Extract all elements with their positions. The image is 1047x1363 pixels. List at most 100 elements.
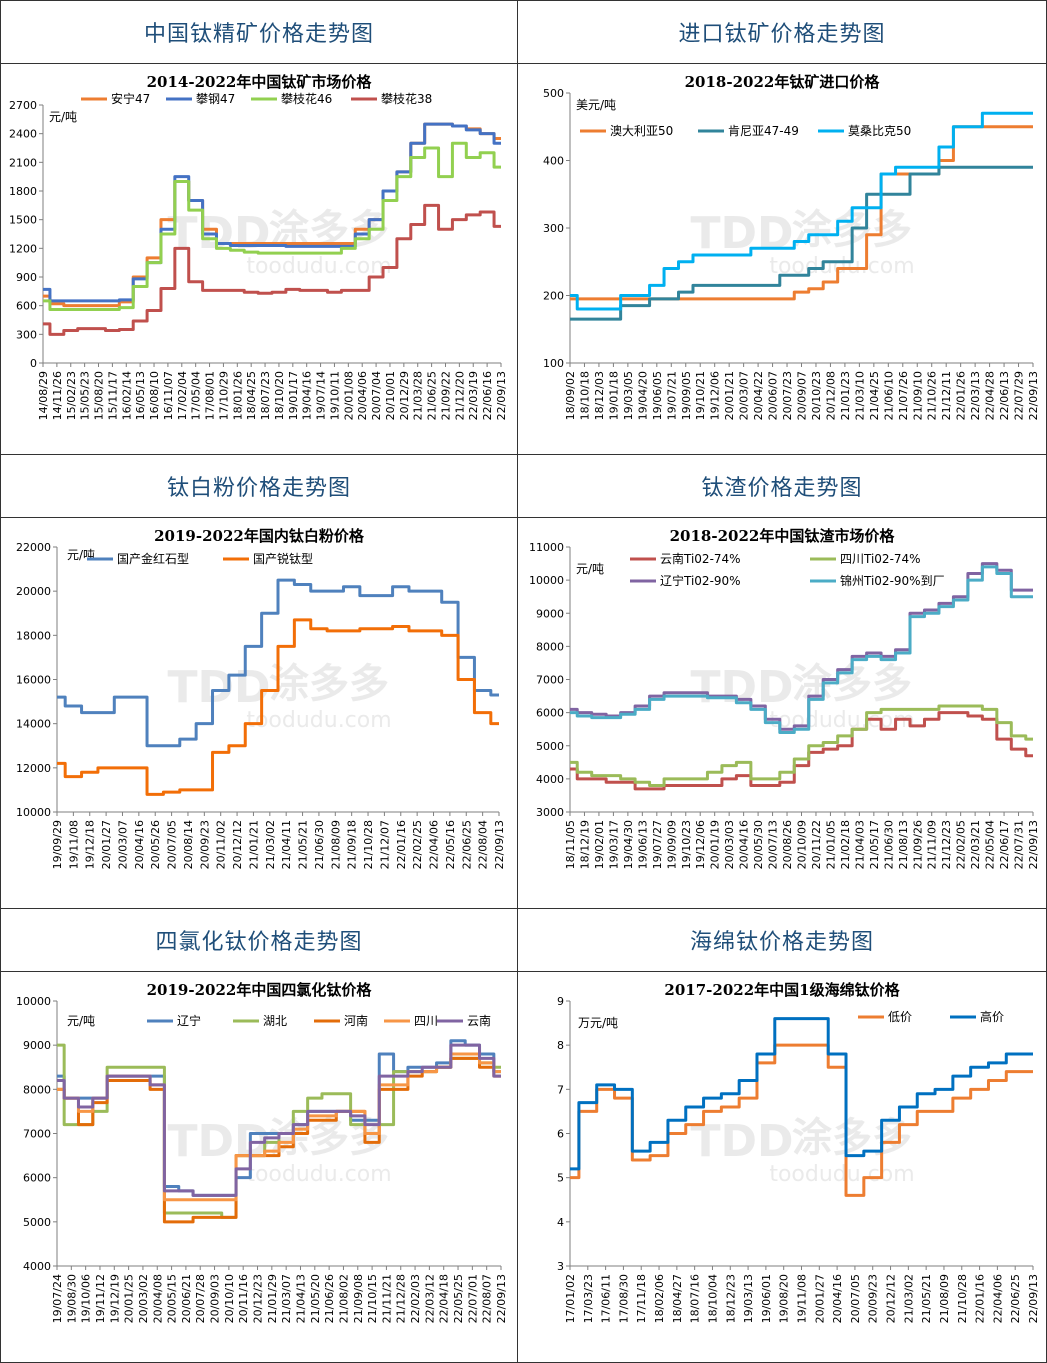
watermark-logo: TDD bbox=[690, 662, 793, 713]
legend-label: 安宁47 bbox=[111, 91, 150, 106]
x-tick-label: 21/10/28 bbox=[362, 820, 375, 869]
x-tick-label: 22/08/07 bbox=[481, 1274, 494, 1323]
x-tick-label: 20/01/25 bbox=[123, 1274, 136, 1323]
watermark-logo: TDD bbox=[167, 208, 270, 259]
chart-title: 2018-2022年中国钛渣市场价格 bbox=[670, 527, 896, 545]
y-tick-label: 5000 bbox=[23, 1216, 51, 1229]
legend-label: 云南Ti02-74% bbox=[660, 551, 741, 566]
x-tick-label: 22/09/13 bbox=[1027, 820, 1040, 869]
chart-imported-ore: TDD涂多多toodudu.com2018-2022年钛矿进口价格美元/吨100… bbox=[543, 73, 1040, 420]
x-tick-label: 19/06/01 bbox=[760, 1274, 773, 1323]
x-tick-label: 18/11/05 bbox=[564, 820, 577, 869]
x-tick-label: 20/01/19 bbox=[709, 820, 722, 869]
y-tick-label: 10000 bbox=[16, 806, 51, 819]
x-tick-label: 19/01/18 bbox=[607, 371, 620, 420]
x-tick-label: 22/03/12 bbox=[423, 1274, 436, 1323]
x-tick-label: 22/05/16 bbox=[444, 820, 457, 869]
y-tick-label: 7000 bbox=[23, 1128, 51, 1141]
y-tick-label: 100 bbox=[543, 357, 564, 370]
x-tick-label: 21/04/11 bbox=[280, 820, 293, 869]
x-tick-label: 17/02/04 bbox=[176, 371, 189, 420]
x-tick-label: 21/01/21 bbox=[247, 820, 260, 869]
y-tick-label: 3 bbox=[557, 1260, 564, 1273]
y-tick-label: 300 bbox=[16, 328, 37, 341]
watermark-logo: TDD bbox=[690, 208, 793, 259]
legend-label: 攀枝花38 bbox=[381, 91, 432, 106]
x-tick-label: 21/08/09 bbox=[329, 820, 342, 869]
x-tick-label: 17/05/04 bbox=[190, 371, 203, 420]
x-tick-label: 21/09/22 bbox=[439, 371, 452, 420]
series-line-5 bbox=[57, 1043, 501, 1197]
y-tick-label: 8000 bbox=[23, 1083, 51, 1096]
y-tick-label: 400 bbox=[543, 155, 564, 168]
legend-label: 云南 bbox=[467, 1013, 491, 1028]
x-tick-label: 21/11/21 bbox=[380, 1274, 393, 1323]
x-tick-label: 21/03/07 bbox=[280, 1274, 293, 1323]
x-tick-label: 22/03/13 bbox=[969, 371, 982, 420]
x-tick-label: 21/11/09 bbox=[926, 820, 939, 869]
chart-title: 2014-2022年中国钛矿市场价格 bbox=[147, 73, 373, 91]
x-tick-label: 22/06/25 bbox=[1009, 1274, 1022, 1323]
x-tick-label: 15/08/20 bbox=[93, 371, 106, 420]
series-line-4 bbox=[43, 203, 501, 336]
y-tick-label: 14000 bbox=[16, 718, 51, 731]
x-tick-label: 16/05/13 bbox=[134, 371, 147, 420]
x-tick-label: 21/05/20 bbox=[309, 1274, 322, 1323]
x-tick-label: 14/11/26 bbox=[51, 371, 64, 420]
x-tick-label: 18/10/18 bbox=[578, 371, 591, 420]
y-tick-label: 2400 bbox=[9, 128, 37, 141]
y-tick-label: 5000 bbox=[536, 740, 564, 753]
y-tick-label: 6000 bbox=[536, 707, 564, 720]
x-tick-label: 16/11/07 bbox=[162, 371, 175, 420]
watermark-url: toodudu.com bbox=[246, 254, 391, 279]
x-tick-label: 20/05/15 bbox=[166, 1274, 179, 1323]
chart-title: 2019-2022年中国四氯化钛价格 bbox=[147, 981, 373, 999]
x-tick-label: 15/05/23 bbox=[79, 371, 92, 420]
legend-label: 锦州Ti02-90%到厂 bbox=[840, 574, 945, 588]
panel-header: 进口钛矿价格走势图 bbox=[518, 1, 1046, 64]
watermark-brand: 涂多多 bbox=[269, 661, 389, 707]
x-tick-label: 21/06/10 bbox=[882, 371, 895, 420]
x-tick-label: 21/03/02 bbox=[264, 820, 277, 869]
x-tick-label: 22/08/04 bbox=[477, 820, 490, 869]
x-tick-label: 20/11/02 bbox=[215, 820, 228, 869]
x-tick-label: 22/04/06 bbox=[428, 820, 441, 869]
x-tick-label: 20/01/21 bbox=[723, 371, 736, 420]
x-tick-label: 19/09/29 bbox=[51, 820, 64, 869]
y-tick-label: 22000 bbox=[16, 541, 51, 554]
x-tick-label: 22/09/13 bbox=[495, 1274, 508, 1323]
panel-titanium-sponge: 海绵钛价格走势图 TDD 涂多多 toodudu.com 2017-2022年中国1级… bbox=[517, 908, 1047, 1363]
x-tick-label: 18/02/06 bbox=[653, 1274, 666, 1323]
x-tick-label: 18/12/23 bbox=[724, 1274, 737, 1323]
x-tick-label: 21/10/28 bbox=[956, 1274, 969, 1323]
x-tick-label: 20/08/26 bbox=[781, 820, 794, 869]
x-tick-label: 22/02/25 bbox=[411, 820, 424, 869]
chart-title: 2018-2022年钛矿进口价格 bbox=[685, 73, 881, 91]
panel-titanium-concentrate: 中国钛精矿价格走势图 TDD 涂多多 toodudu.com 2014-2022年中国… bbox=[0, 0, 518, 455]
x-tick-label: 20/10/10 bbox=[223, 1274, 236, 1323]
x-tick-label: 17/03/23 bbox=[582, 1274, 595, 1323]
x-tick-label: 19/09/05 bbox=[680, 371, 693, 420]
x-tick-label: 16/02/14 bbox=[120, 371, 133, 420]
x-tick-label: 22/04/28 bbox=[984, 371, 997, 420]
x-tick-label: 21/03/28 bbox=[412, 371, 425, 420]
x-tick-label: 17/08/01 bbox=[204, 371, 217, 420]
legend-label: 低价 bbox=[888, 1010, 912, 1024]
y-tick-label: 300 bbox=[543, 222, 564, 235]
y-tick-label: 5 bbox=[557, 1172, 564, 1185]
y-tick-label: 7000 bbox=[536, 674, 564, 687]
panel-titanium-tetrachloride: 四氯化钛价格走势图 TDD 涂多多 toodudu.com 2019-2022年中国四… bbox=[0, 908, 518, 1363]
x-tick-label: 22/04/06 bbox=[991, 1274, 1004, 1323]
x-tick-label: 20/05/30 bbox=[752, 820, 765, 869]
chart-title: 2019-2022年国内钛白粉价格 bbox=[154, 527, 365, 545]
legend-label: 国产锐钛型 bbox=[253, 551, 313, 566]
x-tick-label: 20/11/22 bbox=[810, 820, 823, 869]
y-tick-label: 11000 bbox=[529, 541, 564, 554]
x-tick-label: 17/10/29 bbox=[217, 371, 230, 420]
y-unit-label: 元/吨 bbox=[67, 1014, 95, 1028]
x-tick-label: 20/04/16 bbox=[738, 820, 751, 869]
legend-label: 攀枝花46 bbox=[281, 91, 332, 106]
panel-header: 海绵钛价格走势图 bbox=[518, 909, 1046, 972]
series-line-2 bbox=[43, 122, 501, 303]
